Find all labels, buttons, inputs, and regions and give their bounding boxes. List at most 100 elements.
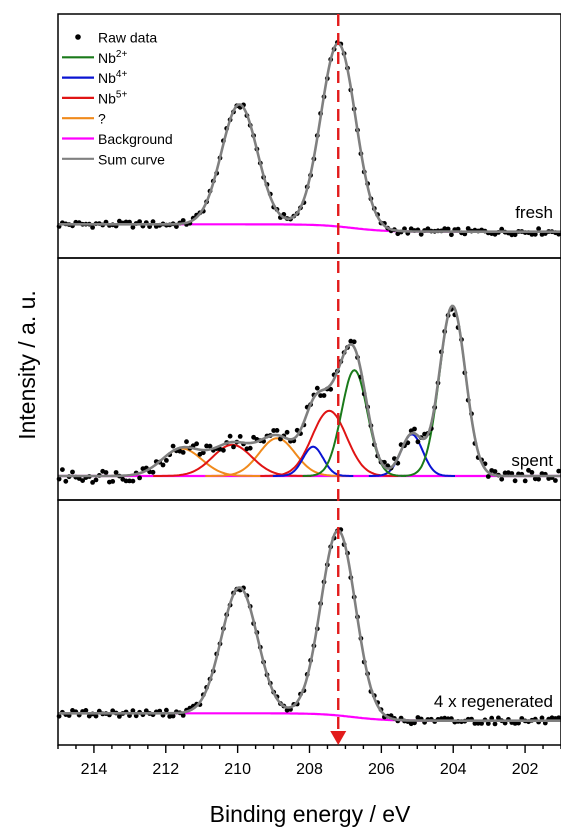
legend-label-unk: ? — [98, 111, 106, 127]
sum-curve — [58, 42, 561, 233]
raw-data-point — [150, 469, 156, 475]
raw-data-point — [274, 428, 280, 433]
raw-data-point — [194, 441, 200, 447]
raw-data-point — [70, 469, 75, 475]
raw-data-point — [137, 475, 143, 481]
raw-data-point — [485, 474, 491, 479]
raw-data-point — [60, 467, 65, 472]
x-tick-label: 212 — [152, 761, 179, 778]
y-axis-label: Intensity / a. u. — [14, 290, 40, 440]
x-tick-label: 206 — [368, 761, 395, 778]
raw-data-point — [160, 462, 166, 468]
raw-data-point — [80, 478, 85, 483]
raw-data-point — [117, 714, 122, 719]
raw-data-point — [449, 232, 454, 238]
raw-data-point — [328, 386, 334, 392]
raw-data-point — [314, 385, 320, 391]
raw-data-point — [221, 447, 226, 453]
raw-data-point — [110, 708, 116, 714]
raw-data-point — [180, 450, 186, 455]
raw-data-point — [475, 720, 481, 726]
raw-data-point — [499, 476, 505, 482]
raw-data-point — [130, 224, 136, 230]
component-peak-nb2-7 — [400, 304, 505, 477]
x-tick-label: 208 — [296, 761, 323, 778]
raw-data-point — [318, 393, 323, 398]
raw-data-point — [278, 436, 283, 442]
legend-label-nb5: Nb5+ — [98, 89, 127, 106]
raw-data-point — [425, 226, 431, 232]
raw-data-point — [184, 439, 189, 445]
raw-data-point — [113, 470, 119, 475]
raw-data-point — [137, 219, 143, 225]
raw-data-point — [63, 478, 69, 484]
raw-data-point — [465, 226, 471, 231]
raw-data-point — [164, 707, 169, 713]
component-peak-unk-1 — [205, 437, 349, 477]
x-tick-label: 210 — [224, 761, 251, 778]
raw-data-point — [123, 478, 129, 484]
raw-data-point — [532, 231, 538, 237]
raw-data-point — [321, 393, 327, 398]
raw-data-point — [237, 434, 243, 439]
raw-data-point — [536, 226, 541, 232]
raw-data-point — [207, 443, 213, 449]
raw-data-point — [110, 479, 116, 484]
raw-data-point — [445, 226, 451, 232]
raw-data-point — [529, 232, 535, 237]
raw-data-point — [130, 478, 136, 484]
raw-data-point — [492, 721, 498, 727]
raw-data-point — [93, 713, 99, 719]
raw-data-point — [170, 443, 176, 449]
raw-data-point — [522, 478, 528, 484]
raw-data-point — [180, 713, 186, 718]
raw-data-point — [83, 708, 89, 713]
raw-data-point — [405, 440, 411, 446]
raw-data-point — [418, 231, 424, 237]
legend: Raw data Nb2+ Nb4+ Nb5+? Background Sum curve — [62, 30, 173, 167]
legend-label-nb4: Nb4+ — [98, 69, 127, 86]
raw-data-point — [231, 444, 236, 450]
legend-label-bg: Background — [98, 131, 173, 147]
raw-data-point — [164, 458, 169, 463]
raw-data-point — [489, 715, 495, 721]
legend-label-sup: 5+ — [116, 89, 128, 100]
raw-data-point — [143, 708, 149, 714]
panel-1: spent — [56, 257, 561, 501]
raw-data-point — [512, 478, 518, 484]
x-tick-label: 214 — [81, 761, 108, 778]
raw-data-point — [103, 470, 109, 475]
panel-2: 4 x regenerated — [56, 499, 561, 746]
raw-data-point — [247, 445, 253, 451]
raw-data-point — [529, 470, 535, 475]
raw-data-point — [556, 715, 561, 721]
raw-data-point — [496, 715, 501, 721]
legend-label-sup: 2+ — [116, 49, 128, 60]
raw-data-point — [539, 715, 545, 721]
raw-data-point — [200, 450, 206, 456]
raw-data-point — [150, 219, 156, 225]
raw-data-point — [180, 218, 186, 223]
raw-data-point — [90, 480, 95, 485]
legend-marker-raw — [75, 34, 81, 40]
raw-data-point — [90, 225, 95, 230]
raw-data-point — [127, 478, 132, 484]
component-peak-nb5-3 — [260, 409, 399, 477]
raw-data-point — [512, 232, 518, 238]
raw-data-points — [56, 306, 561, 485]
raw-data-point — [93, 477, 99, 483]
x-tick-label: 202 — [512, 761, 539, 778]
sum-curve — [58, 304, 561, 478]
raw-data-point — [492, 469, 498, 474]
raw-data-point — [415, 439, 421, 445]
legend-label-raw: Raw data — [98, 30, 157, 46]
raw-data-point — [553, 478, 558, 483]
component-peak-nb4-4 — [272, 445, 354, 477]
marker-arrow-head — [330, 731, 347, 745]
x-axis-label: Binding energy / eV — [210, 801, 411, 827]
panel-label: fresh — [515, 203, 553, 222]
panel-label: spent — [511, 451, 553, 470]
raw-data-point — [284, 429, 290, 435]
